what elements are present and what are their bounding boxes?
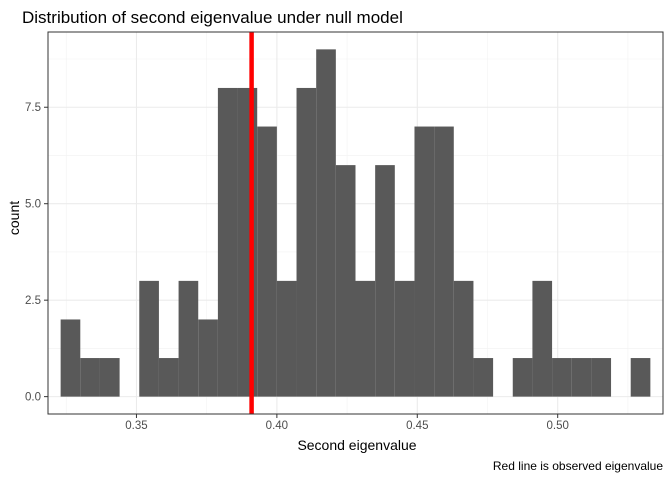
histogram-bar [198, 319, 218, 397]
histogram-bar [237, 87, 258, 397]
histogram-bar [178, 280, 199, 397]
x-axis-title: Second eigenvalue [297, 437, 416, 453]
histogram-bar [512, 358, 533, 397]
y-tick-label: 0.0 [25, 392, 41, 404]
x-tick-label: 0.40 [266, 420, 288, 432]
histogram-bar [434, 126, 454, 397]
histogram-bar [158, 358, 179, 397]
histogram-bar [552, 358, 572, 397]
histogram-bar [257, 126, 277, 397]
histogram-bar [276, 280, 297, 397]
histogram-bar [335, 165, 356, 397]
histogram-bar [80, 358, 100, 397]
histogram-bar [296, 87, 317, 397]
histogram-bar [394, 280, 415, 397]
histogram-bar [591, 358, 612, 397]
histogram-bar [60, 319, 81, 397]
histogram-bar [453, 280, 474, 397]
panel-border [47, 31, 664, 415]
x-tick-label: 0.45 [406, 420, 428, 432]
histogram-bar [630, 358, 651, 397]
y-tick-label: 2.5 [25, 295, 41, 307]
histogram-bar [355, 280, 376, 397]
y-tick-label: 5.0 [25, 199, 41, 211]
histogram-bar [571, 358, 592, 397]
x-tick-label: 0.50 [546, 420, 568, 432]
histogram-bar [414, 126, 435, 397]
x-tick-label: 0.35 [125, 420, 147, 432]
histogram-bar [375, 165, 395, 397]
histogram-bar [316, 49, 336, 397]
histogram-bar [217, 87, 238, 397]
histogram-bar [139, 280, 159, 397]
chart-caption: Red line is observed eigenvalue [493, 459, 663, 473]
y-axis-title: count [6, 201, 22, 235]
histogram-bar [532, 280, 553, 397]
y-tick-label: 7.5 [25, 102, 41, 114]
histogram-bar [473, 358, 494, 397]
plot-panel: 0.35 0.40 0.45 0.50 0.0 2.5 5.0 7.5 [25, 31, 664, 432]
chart-title: Distribution of second eigenvalue under … [22, 8, 403, 27]
histogram-bar [99, 358, 120, 397]
